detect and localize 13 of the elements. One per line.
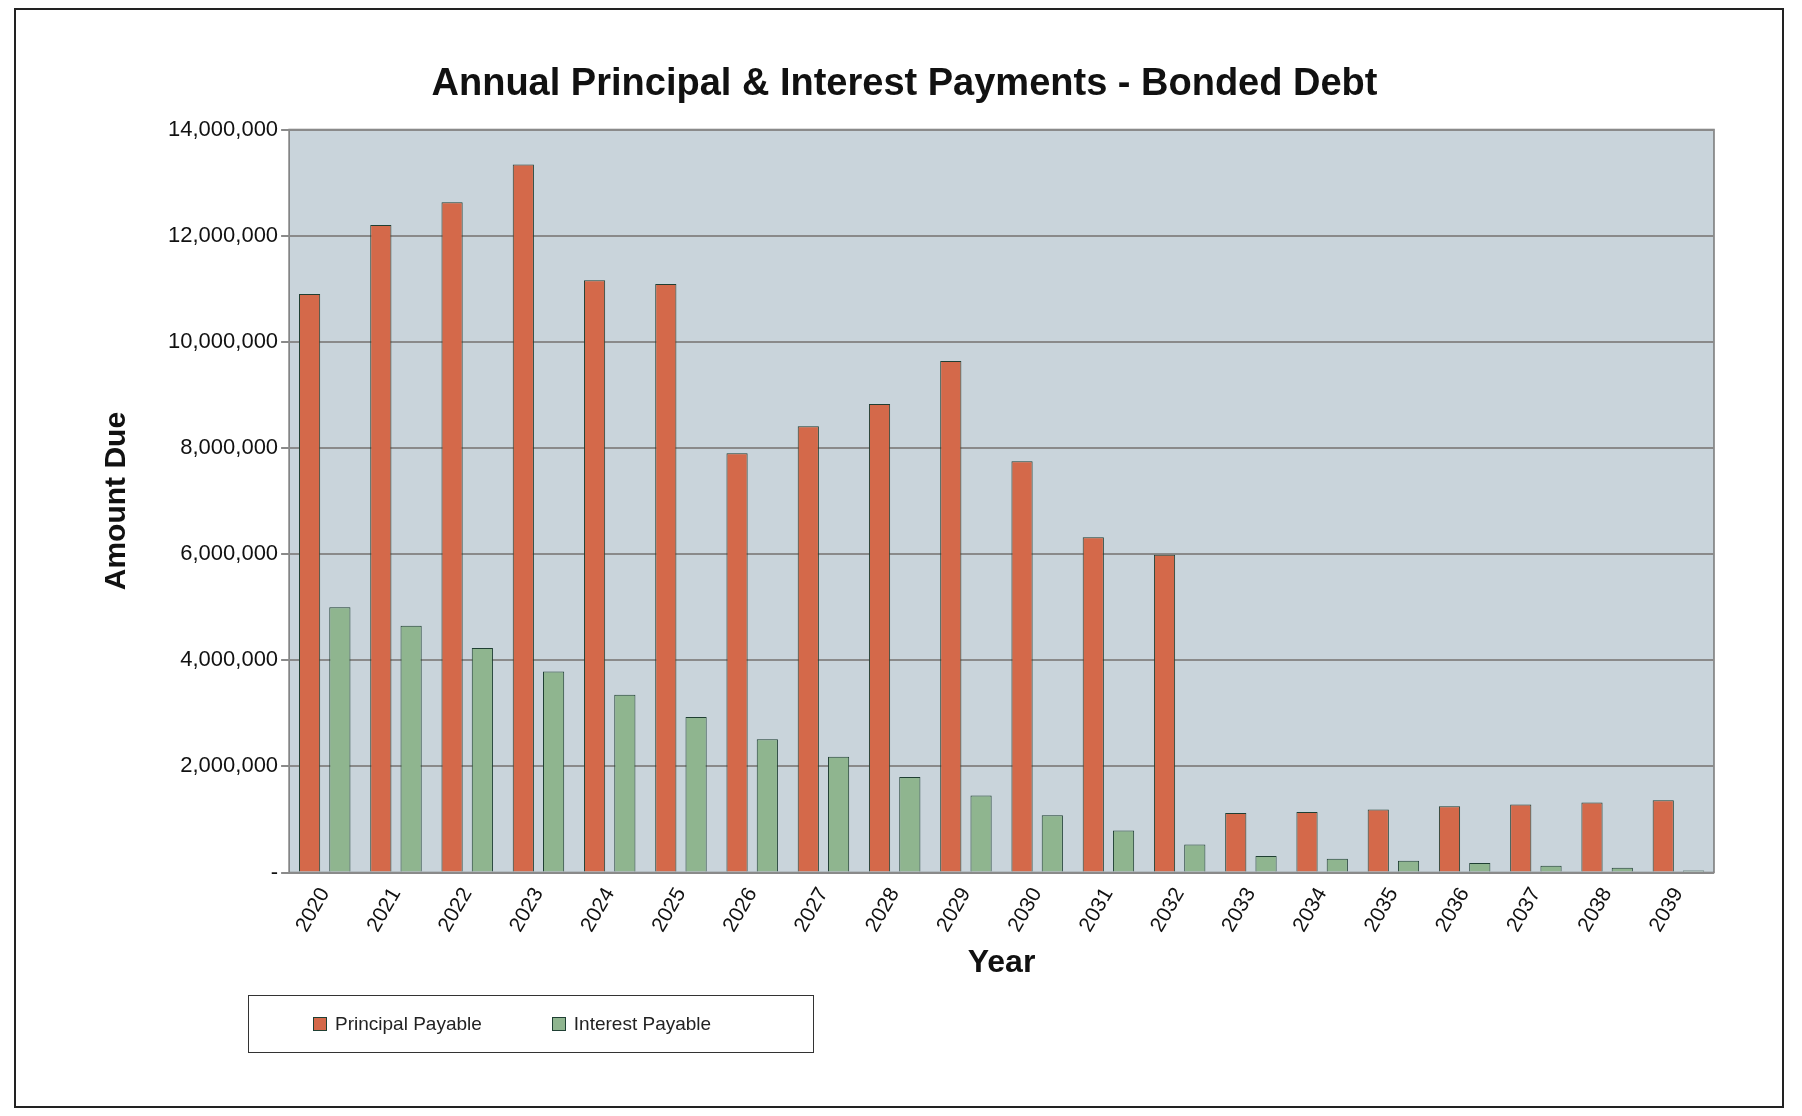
y-axis-title: Amount Due (98, 411, 132, 591)
y-tick-label: 14,000,000 (168, 115, 279, 141)
y-tick-label: 2,000,000 (180, 752, 279, 778)
y-tick-label: 8,000,000 (180, 434, 279, 460)
y-tick-label: - (270, 858, 279, 884)
legend-label: Interest Payable (573, 1013, 712, 1035)
y-tick-label: 10,000,000 (168, 327, 279, 353)
legend-label: Principal Payable (335, 1013, 482, 1035)
y-tick-label: 12,000,000 (168, 221, 279, 247)
y-tick-label: 4,000,000 (180, 646, 279, 672)
x-axis-title: Year (967, 942, 1036, 979)
chart-title: Annual Principal & Interest Payments - Bonded Debt (431, 61, 1378, 104)
y-tick-label: 6,000,000 (180, 540, 279, 566)
